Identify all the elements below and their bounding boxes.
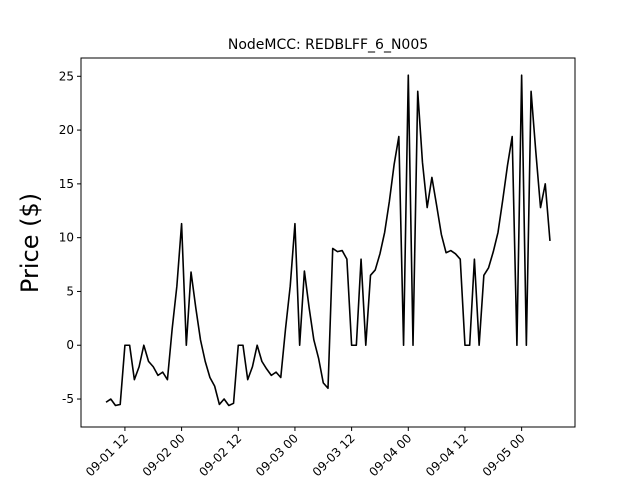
y-tick-label: 25 bbox=[59, 69, 74, 83]
y-tick-label: 10 bbox=[59, 231, 74, 245]
y-tick-label: 15 bbox=[59, 177, 74, 191]
price-line bbox=[105, 74, 551, 407]
plot-frame bbox=[80, 57, 576, 428]
y-tick-label: 0 bbox=[66, 338, 74, 352]
chart-title: NodeMCC: REDBLFF_6_N005 bbox=[228, 37, 428, 53]
y-tick-label: 5 bbox=[66, 284, 74, 298]
y-tick-label: -5 bbox=[62, 392, 74, 406]
y-axis-label: Price ($) bbox=[16, 193, 44, 293]
y-tick-label: 20 bbox=[59, 123, 74, 137]
